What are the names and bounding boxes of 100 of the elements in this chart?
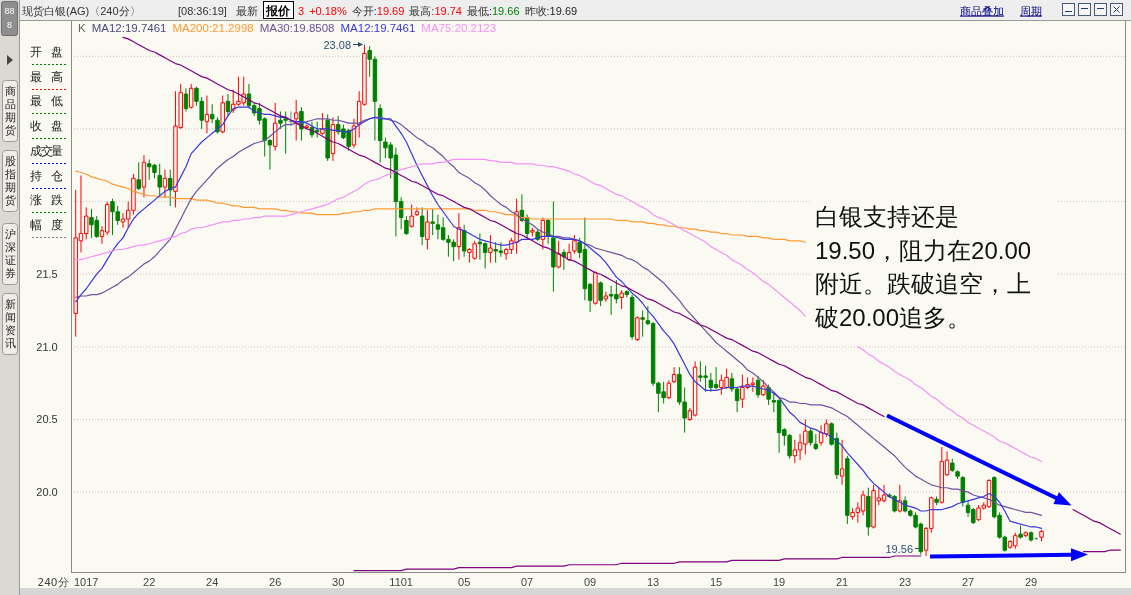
candlestick (414, 206, 420, 217)
x-tick-label: 30 (332, 576, 345, 588)
x-tick-label: 1101 (389, 576, 413, 588)
candlestick (955, 469, 960, 480)
text: 888 (4, 6, 15, 30)
text: 最低 (30, 94, 63, 108)
candlestick (603, 291, 609, 303)
candlestick (666, 379, 672, 400)
candlestick (593, 270, 598, 306)
candlestick (624, 289, 630, 298)
candlestick (540, 217, 546, 251)
text: 最高 (30, 70, 63, 84)
candlestick (404, 215, 409, 236)
candlestick (640, 310, 645, 338)
text: 昨收:19.69 (524, 4, 578, 17)
candlestick (425, 209, 430, 251)
x-tick-label: 27 (961, 576, 975, 588)
candlestick (556, 240, 561, 269)
x-tick-label: 13 (646, 576, 660, 588)
candlestick (162, 169, 168, 198)
y-tick-label: 21.0 (36, 340, 58, 353)
y-tick-label: 20.5 (36, 413, 58, 426)
candlestick (839, 439, 845, 486)
candlestick (209, 103, 215, 124)
x-tick-label: 29 (1024, 576, 1038, 588)
x-tick-label: 05 (458, 576, 471, 588)
candlestick (430, 208, 435, 236)
text: 3 (298, 4, 305, 17)
text: 收盘 (30, 119, 63, 133)
candlestick (1018, 525, 1023, 540)
text: 商品叠加 (960, 4, 1004, 18)
candlestick (183, 87, 189, 113)
text: 涨跌 (30, 193, 63, 207)
annotation: 白银支持还是19.50，阻力在20.00附近。跌破追空，上破20.00追多。 (814, 203, 1032, 332)
candlestick (635, 315, 640, 342)
x-tick-label: 1017 (73, 576, 99, 588)
candlestick (167, 169, 173, 207)
line-series (75, 170, 806, 243)
candlestick (351, 118, 357, 149)
candlestick (813, 433, 819, 451)
candlestick (136, 161, 141, 191)
x-tick-label: 21 (835, 576, 849, 588)
candlestick (1039, 529, 1044, 542)
text: MA30:19.8508 (259, 22, 335, 34)
candlestick (530, 227, 535, 237)
candlestick (551, 201, 556, 293)
candlestick (950, 458, 955, 473)
y-tick-label: 20.0 (36, 486, 58, 499)
candlestick (1028, 530, 1034, 542)
x-tick-label: 09 (584, 576, 597, 588)
x-tick-label: 24 (206, 576, 219, 588)
text: 周期 (1020, 4, 1042, 18)
candlestick (293, 99, 299, 142)
x-tick-label: 07 (521, 576, 534, 588)
candlestick (188, 83, 194, 110)
candlestick (939, 446, 945, 505)
chart-title: 现货白银(AG)〈240分〉 (22, 4, 141, 17)
annotation: 19.56 (885, 542, 913, 555)
x-tick-label: 26 (269, 576, 282, 588)
text: MA200:21.2998 (172, 22, 254, 34)
x-tick-label: 22 (143, 576, 156, 588)
text: 最新 (236, 4, 258, 17)
candlestick (325, 113, 330, 162)
candlestick (545, 218, 551, 245)
candlestick (220, 95, 225, 134)
text: MA12:19.7461 (340, 22, 416, 34)
candlestick (409, 203, 414, 229)
text: 股指期货 (3, 155, 16, 207)
candlestick (314, 121, 320, 139)
x-tick-label: 23 (898, 576, 912, 588)
x-axis-title: 240分 (37, 576, 69, 588)
candlestick (561, 249, 567, 271)
x-tick-label: 15 (709, 576, 723, 588)
text: [08:36:19] (178, 4, 227, 17)
text: 幅度 (30, 218, 63, 232)
text: 新闻资讯 (4, 298, 16, 350)
candlestick (304, 124, 309, 130)
legend-label: MA12:19.7461 (91, 22, 167, 34)
candlestick (866, 487, 871, 537)
y-tick-label: 21.5 (36, 268, 58, 281)
text: 最高:19.74 (409, 4, 462, 17)
text: 开盘 (30, 45, 63, 59)
candlestick (141, 154, 147, 198)
text: 沪深证券 (4, 228, 16, 280)
candlestick (320, 112, 325, 136)
candlestick (272, 102, 278, 152)
candlestick (377, 103, 383, 163)
candlestick (598, 280, 603, 307)
candlestick (157, 163, 162, 197)
candlestick (1023, 530, 1029, 538)
candlestick (572, 234, 577, 255)
x-tick-label: 19 (772, 576, 786, 588)
candlestick (808, 427, 813, 447)
candlestick (204, 95, 210, 134)
text: MA75:20.2123 (421, 22, 497, 34)
candlestick (897, 484, 903, 513)
text: 商品期货 (4, 85, 16, 137)
text: 持仓 (30, 169, 63, 183)
candlestick (461, 224, 467, 258)
candlestick (619, 289, 624, 310)
